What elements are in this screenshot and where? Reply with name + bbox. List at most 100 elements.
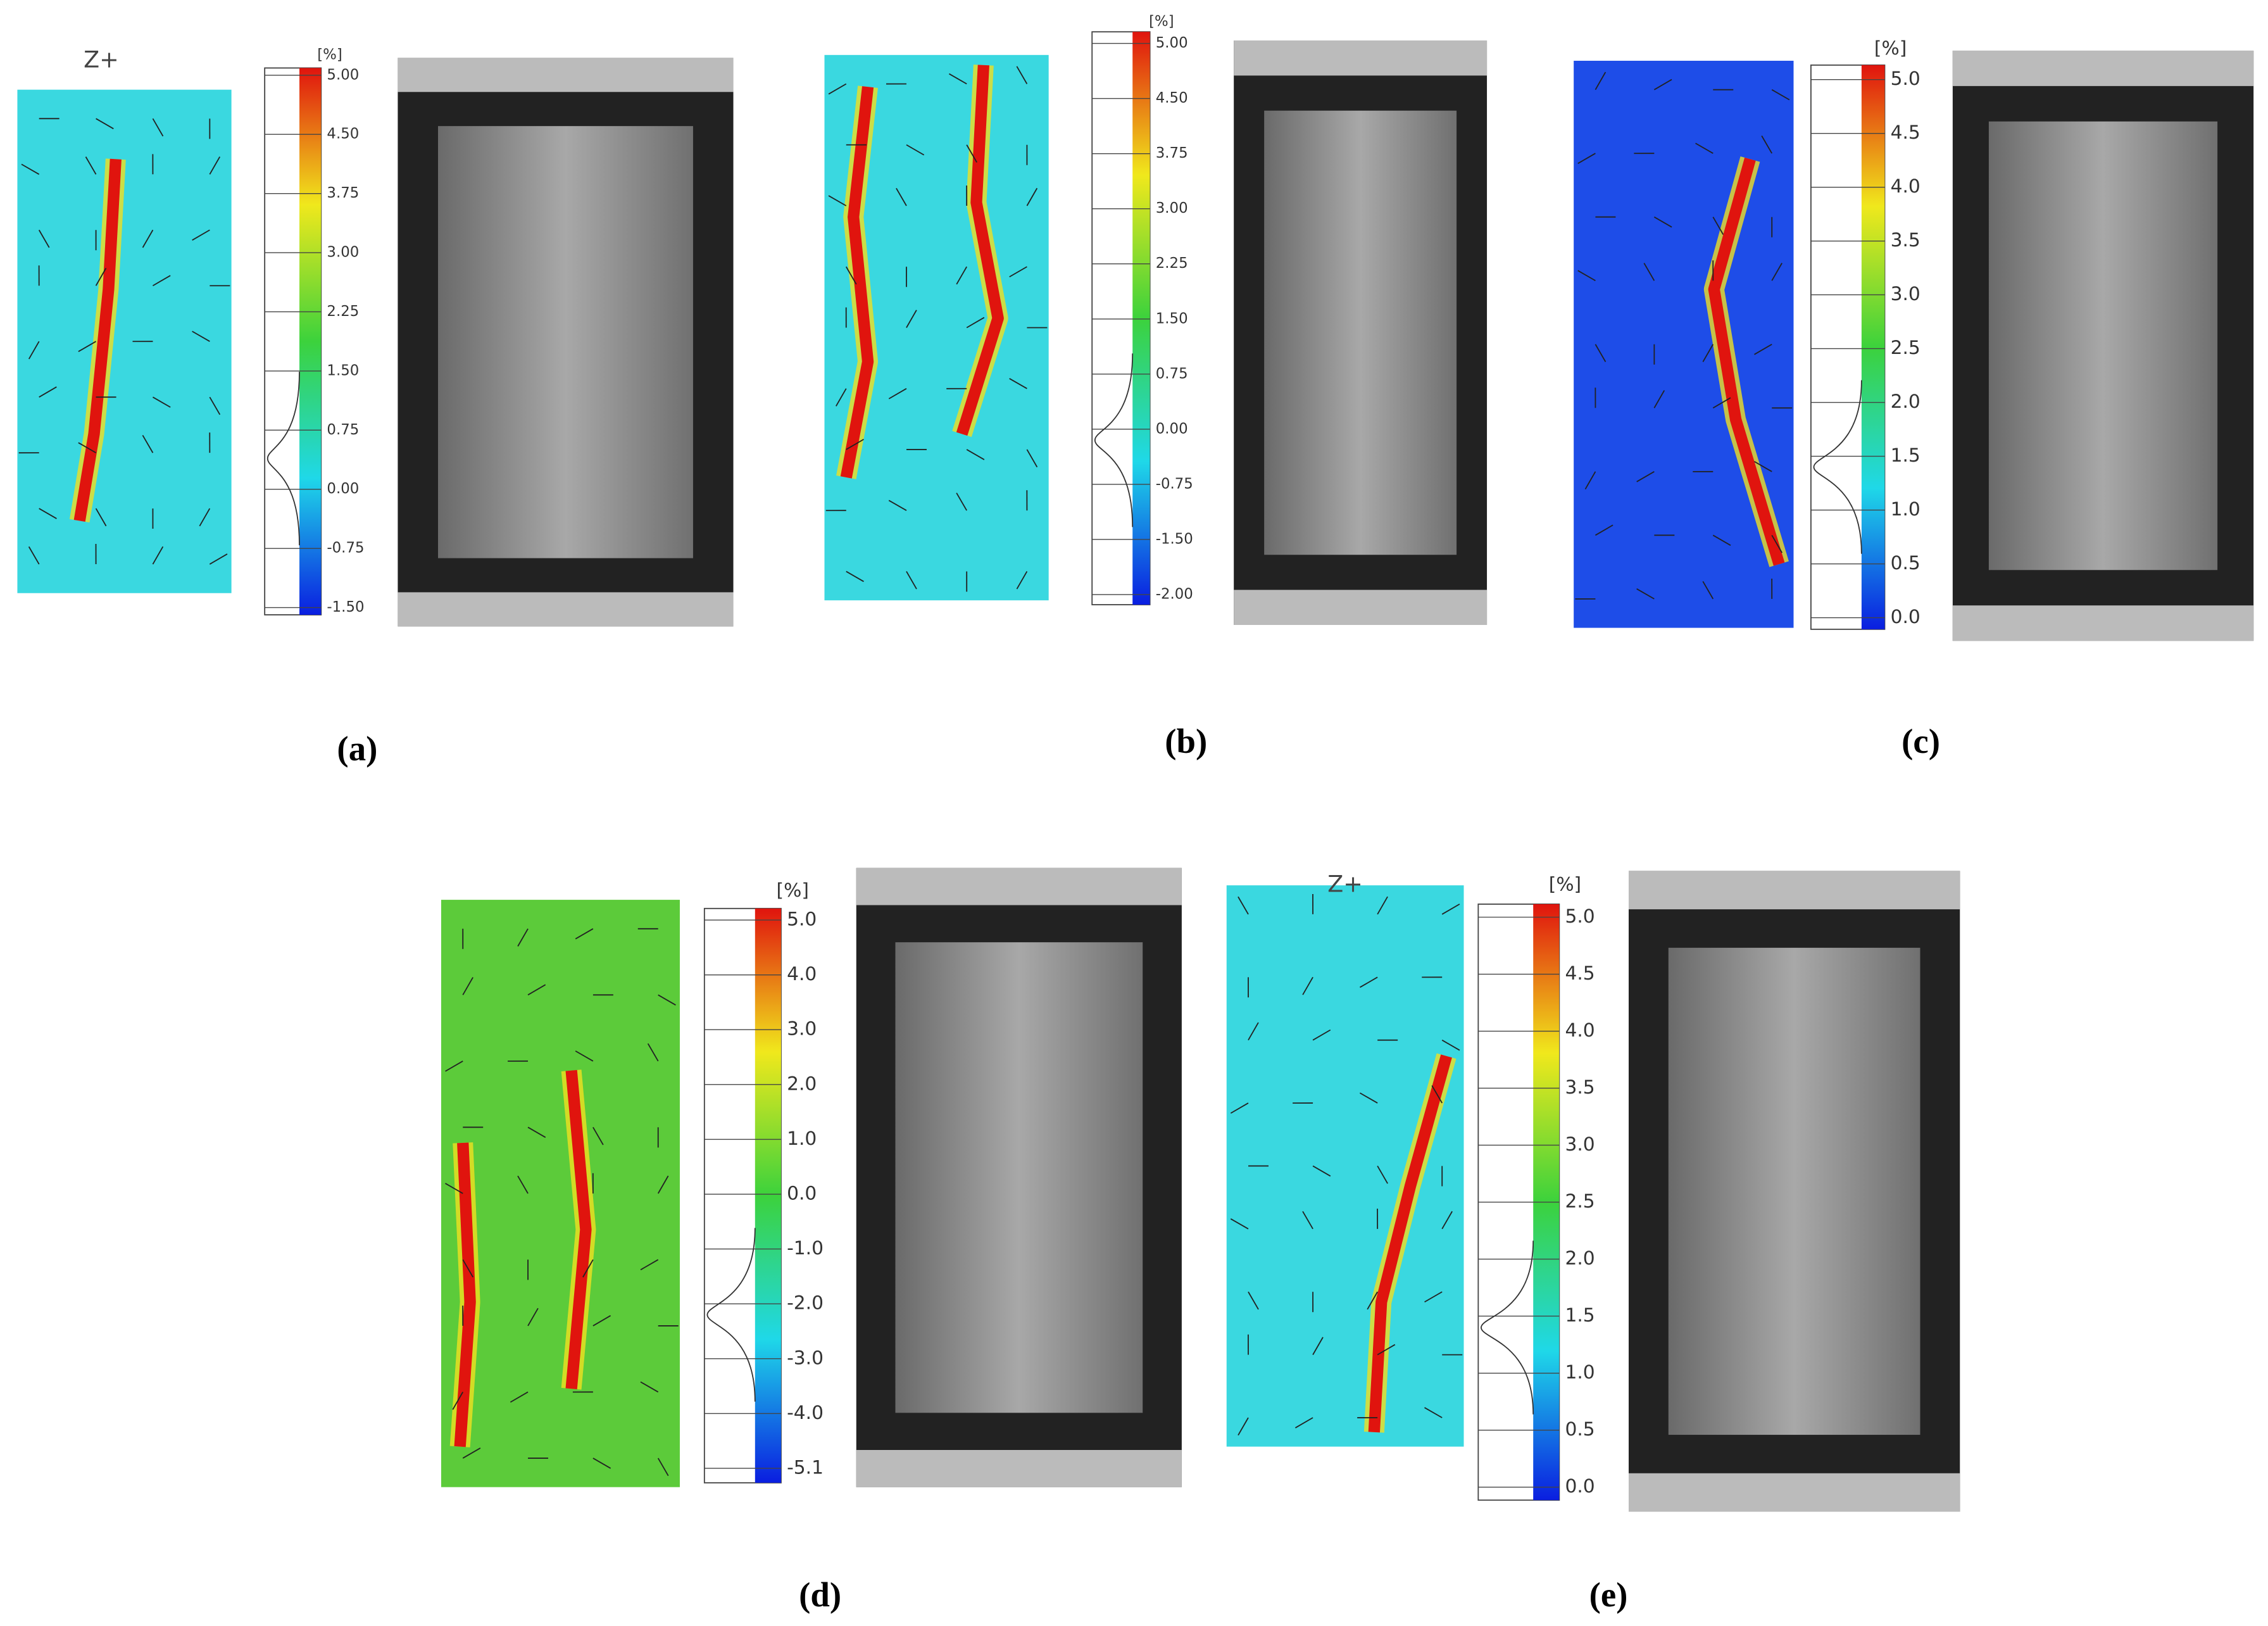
- vector-arrow: [1026, 187, 1038, 206]
- vector-arrow: [1248, 1022, 1259, 1041]
- colorbar-tick-label: 5.00: [327, 66, 359, 83]
- colorbar-tick-label: 1.50: [1156, 310, 1188, 327]
- vector-arrow: [906, 310, 917, 328]
- vector-arrow: [28, 341, 40, 360]
- crack-core: [565, 1069, 592, 1390]
- vector-arrow: [956, 266, 967, 285]
- colorbar-unit: [%]: [1874, 37, 1907, 60]
- colorbar-tick-label: 2.25: [1156, 255, 1188, 272]
- colorbar-tick-label: -3.0: [787, 1347, 824, 1369]
- colorbar-tick-label: 3.0: [1565, 1133, 1594, 1156]
- histogram: [1481, 1240, 1534, 1415]
- vector-arrow: [828, 195, 847, 206]
- vector-arrow: [1009, 266, 1027, 278]
- colorbar-unit: [%]: [317, 46, 342, 63]
- crack-core: [73, 158, 122, 522]
- vector-arrow: [1441, 1039, 1460, 1051]
- colorbar-unit: [%]: [777, 879, 809, 902]
- vector-arrow: [95, 268, 107, 286]
- axis-marker: Z+: [1327, 871, 1363, 898]
- platen-top: [1952, 50, 2254, 86]
- vector-arrow: [1302, 976, 1313, 995]
- vector-arrow: [1441, 1211, 1453, 1230]
- colorbar-tick-label: 1.50: [327, 362, 359, 379]
- vector-arrow: [1761, 136, 1773, 154]
- colorbar-tick-label: 0.00: [327, 481, 359, 497]
- colorbar-tick-label: 2.0: [1891, 391, 1920, 413]
- vector-arrow: [192, 229, 210, 241]
- vector-arrow: [888, 388, 907, 400]
- vector-arrow: [1695, 142, 1714, 154]
- vector-arrow: [846, 439, 864, 450]
- colorbar-tick-label: 0.75: [1156, 365, 1188, 382]
- vector-arrow: [39, 386, 57, 398]
- vector-arrow: [445, 1183, 463, 1194]
- vector-arrow: [1754, 343, 1772, 355]
- vector-arrow: [1771, 263, 1782, 281]
- colorbar-tick-label: 1.5: [1891, 444, 1920, 467]
- vector-arrow: [1424, 1291, 1443, 1303]
- vector-arrow: [896, 187, 907, 206]
- colorbar-tick-label: 2.25: [327, 303, 359, 320]
- vector-arrow: [1594, 72, 1607, 91]
- vector-arrow: [1653, 390, 1665, 408]
- specimen: [1988, 121, 2218, 570]
- vector-arrow: [462, 1447, 481, 1459]
- colorbar-tick-label: 4.0: [787, 963, 817, 985]
- vector-arrow: [657, 1175, 669, 1194]
- colorbar-tick-label: 0.0: [1565, 1475, 1594, 1497]
- colorbar-tick-label: -2.0: [787, 1292, 824, 1314]
- platen-bottom: [856, 1449, 1182, 1487]
- platen-bottom: [1952, 605, 2254, 641]
- colorbar-tick-label: 3.5: [1565, 1076, 1594, 1099]
- vector-arrow: [152, 118, 164, 137]
- vector-arrow: [1312, 1337, 1324, 1356]
- panel-label: (a): [337, 729, 377, 768]
- vector-arrow: [640, 1259, 659, 1271]
- vector-arrow: [1359, 1092, 1378, 1104]
- vector-arrow: [78, 341, 97, 353]
- vector-arrow: [38, 229, 50, 248]
- vector-arrow: [527, 984, 546, 996]
- colorbar-tick-label: 4.5: [1565, 962, 1594, 985]
- platen-bottom: [398, 592, 734, 627]
- colorbar-tick-label: 5.0: [1565, 905, 1594, 928]
- vector-arrow: [836, 388, 847, 406]
- vector-arrow: [28, 546, 40, 565]
- colorbar-tick-label: 0.5: [1565, 1418, 1594, 1440]
- colorbar-tick-label: -1.50: [1156, 531, 1193, 547]
- vector-arrow: [142, 434, 154, 453]
- colorbar: [299, 68, 322, 615]
- vector-arrow: [647, 1043, 659, 1062]
- vector-arrow: [95, 508, 107, 527]
- panel-label: (c): [1901, 722, 1940, 760]
- vector-arrow: [1771, 534, 1783, 553]
- colorbar-tick-label: 2.0: [787, 1073, 817, 1095]
- vector-arrow: [1754, 461, 1772, 472]
- vector-arrow: [152, 275, 171, 287]
- histogram: [266, 372, 300, 546]
- histogram: [706, 1228, 756, 1402]
- strain-map: [1574, 60, 1794, 628]
- vector-arrow: [1312, 1029, 1331, 1041]
- vector-arrow: [949, 73, 967, 85]
- colorbar-tick-label: 3.00: [1156, 200, 1188, 217]
- colorbar-tick-label: 0.75: [327, 422, 359, 438]
- panel: 5.00 4.50 3.75 3.00 2.25 1.50 0.75 0.00 -0.75 -1.…: [824, 13, 1488, 760]
- crack-core: [956, 65, 1004, 436]
- vector-arrow: [640, 1381, 659, 1393]
- colorbar: [755, 908, 781, 1483]
- vector-arrow: [1016, 570, 1028, 589]
- panel: 5.0 4.0 3.0 2.0 1.0 0.0 -1.0 -2.0 -3.0 -4.0 -5.1 [%…: [441, 867, 1182, 1614]
- vector-arrow: [592, 1126, 604, 1145]
- vector-arrow: [527, 1126, 546, 1138]
- vector-arrow: [1702, 581, 1714, 600]
- vector-arrow: [966, 144, 977, 163]
- panel-label: (e): [1589, 1575, 1628, 1614]
- colorbar-tick-label: 1.0: [1565, 1361, 1594, 1383]
- vector-arrow: [510, 1391, 529, 1403]
- vector-arrow: [199, 508, 211, 527]
- vector-arrow: [966, 317, 985, 329]
